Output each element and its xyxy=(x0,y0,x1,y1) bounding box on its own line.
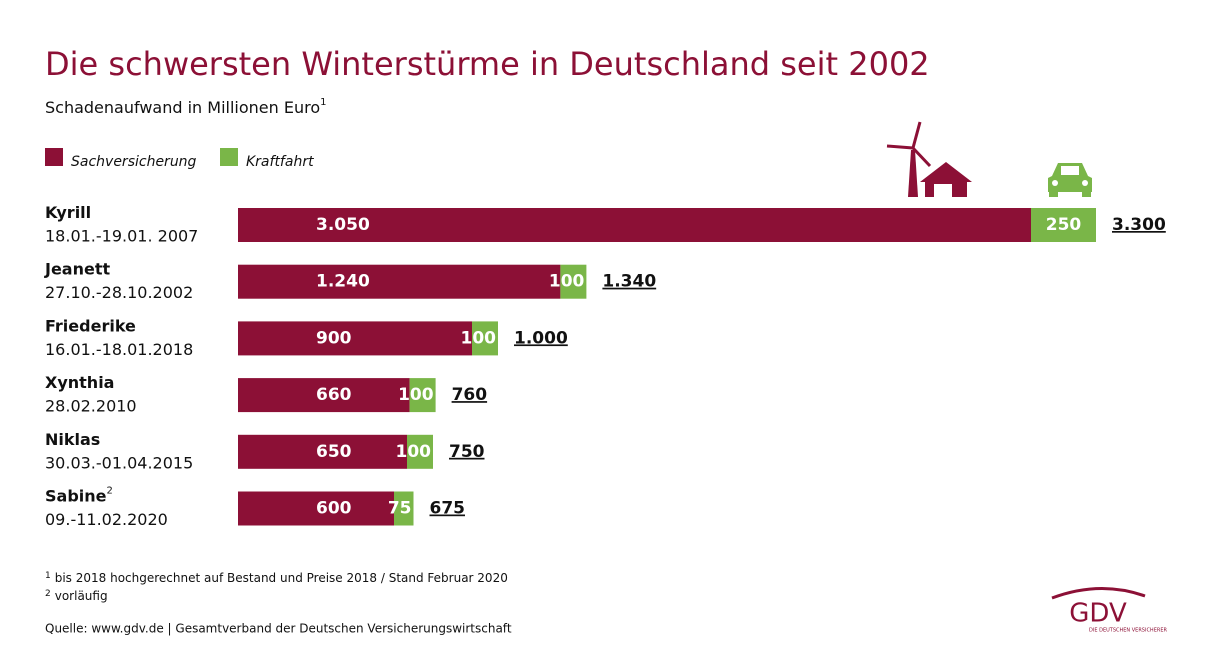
total-label: 750 xyxy=(449,442,485,462)
value-label: 75 xyxy=(388,499,412,519)
logo-name: GDV xyxy=(1069,599,1127,629)
category-date: 27.10.-28.10.2002 xyxy=(45,283,193,302)
logo-arc xyxy=(1051,587,1146,600)
category-name: Jeanett xyxy=(44,259,110,278)
category-date: 18.01.-19.01. 2007 xyxy=(45,227,198,246)
footnote: 1 bis 2018 hochgerechnet auf Bestand und … xyxy=(45,571,508,585)
category-label: Xynthia xyxy=(45,373,114,392)
bar-segment xyxy=(238,264,561,299)
total-label: 3.300 xyxy=(1112,215,1166,235)
value-label: 1.240 xyxy=(316,272,370,292)
value-label: 660 xyxy=(316,385,352,405)
bar-segment xyxy=(238,321,472,356)
category-date: 09.-11.02.2020 xyxy=(45,510,168,529)
value-label: 600 xyxy=(316,499,352,519)
legend-swatch xyxy=(45,148,63,166)
value-label: 100 xyxy=(398,385,434,405)
value-label: 650 xyxy=(316,442,352,462)
car-icon xyxy=(1048,163,1092,197)
bar-segment xyxy=(409,378,436,413)
total-label: 760 xyxy=(452,385,488,405)
bar-segment xyxy=(238,491,394,526)
house-icon xyxy=(920,162,972,197)
wind-turbine-icon xyxy=(886,121,932,197)
legend-label: Sachversicherung xyxy=(71,154,197,170)
total-label: 1.000 xyxy=(514,328,568,348)
category-date: 16.01.-18.01.2018 xyxy=(45,340,193,359)
total-label: 675 xyxy=(430,499,466,519)
category-label: Jeanett xyxy=(44,259,110,278)
category-name: Kyrill xyxy=(45,203,91,222)
footnote: 2 vorläufig xyxy=(45,589,108,603)
category-name: Friederike xyxy=(45,316,136,335)
logo-tagline: DIE DEUTSCHEN VERSICHERER xyxy=(1089,628,1167,634)
subtitle-text: Schadenaufwand in Millionen Euro xyxy=(45,98,320,117)
bar-segment xyxy=(238,208,1031,242)
category-label: Friederike xyxy=(45,316,136,335)
category-name: Niklas xyxy=(45,429,100,448)
legend-swatch xyxy=(220,148,238,166)
value-label: 3.050 xyxy=(316,215,370,235)
chart-subtitle: Schadenaufwand in Millionen Euro1 xyxy=(45,97,327,117)
subtitle-note: 1 xyxy=(320,97,326,108)
footnote-mark: 2 xyxy=(45,589,51,599)
category-label: Kyrill xyxy=(45,203,91,222)
bar-segment xyxy=(1031,208,1096,242)
category-date: 28.02.2010 xyxy=(45,397,137,416)
value-label: 100 xyxy=(396,442,432,462)
bar-segment xyxy=(394,491,414,526)
value-label: 250 xyxy=(1046,215,1082,235)
value-label: 100 xyxy=(461,328,497,348)
chart-title: Die schwersten Winterstürme in Deutschla… xyxy=(45,45,930,83)
bar-segment xyxy=(472,321,498,356)
footnote-text: vorläufig xyxy=(55,589,108,603)
category-label: Sabine2 xyxy=(45,486,113,506)
footnote-mark: 1 xyxy=(45,571,51,581)
value-label: 900 xyxy=(316,328,352,348)
bar-segment xyxy=(238,378,410,413)
value-label: 100 xyxy=(549,272,585,292)
category-name: Sabine xyxy=(45,486,107,505)
category-name: Xynthia xyxy=(45,373,114,392)
category-note: 2 xyxy=(107,486,113,497)
category-label: Niklas xyxy=(45,429,100,448)
category-date: 30.03.-01.04.2015 xyxy=(45,453,193,472)
footnote-text: bis 2018 hochgerechnet auf Bestand und P… xyxy=(55,571,508,585)
bar-segment xyxy=(407,434,433,469)
bar-segment xyxy=(238,434,407,469)
source: Quelle: www.gdv.de | Gesamtverband der D… xyxy=(45,622,512,636)
legend-label: Kraftfahrt xyxy=(246,154,314,170)
bar-segment xyxy=(560,264,587,299)
total-label: 1.340 xyxy=(602,272,656,292)
